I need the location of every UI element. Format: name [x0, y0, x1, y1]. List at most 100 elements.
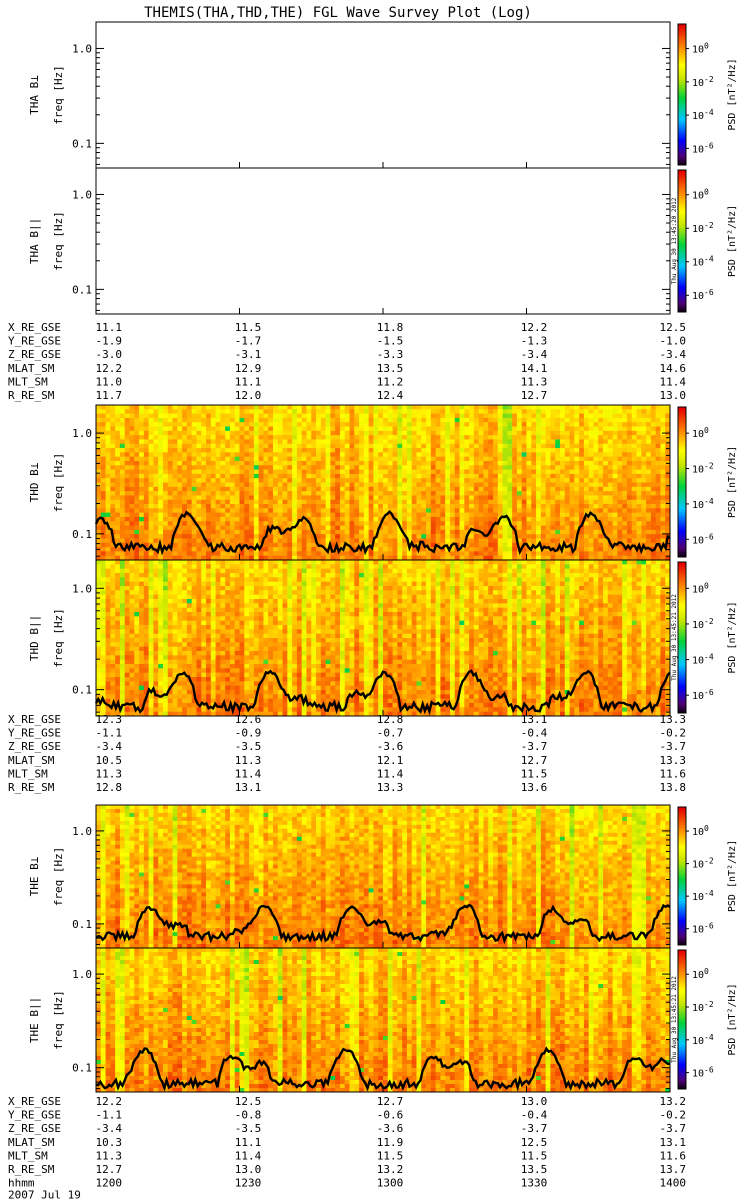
- spectrogram-cell: [320, 577, 326, 583]
- spectrogram-cell: [421, 516, 427, 522]
- spectrogram-cell: [253, 555, 260, 561]
- spectrogram-cell: [359, 525, 365, 531]
- spectrogram-cell: [579, 529, 585, 535]
- spectrogram-cell: [249, 486, 255, 492]
- spectrogram-cell: [110, 491, 116, 496]
- spectrogram-cell: [660, 417, 666, 423]
- spectrogram-cell: [411, 568, 417, 574]
- spectrogram-cell: [167, 551, 173, 557]
- spectrogram-cell: [368, 426, 374, 432]
- spectrogram-cell: [660, 521, 666, 526]
- spectrogram-cell: [363, 508, 370, 514]
- spectrogram-cell: [646, 542, 652, 548]
- spectrogram-cell: [445, 413, 451, 419]
- spectrogram-cell: [124, 473, 130, 479]
- spectrogram-cell: [234, 512, 240, 518]
- spectrogram-cell: [650, 512, 657, 518]
- spectrogram-cell: [306, 504, 312, 509]
- spectrogram-cell: [368, 482, 374, 488]
- spectrogram-cell: [186, 499, 193, 505]
- spectrogram-cell: [253, 426, 260, 432]
- spectrogram-cell: [397, 448, 403, 453]
- spectrogram-cell: [172, 542, 178, 548]
- spectrogram-cell: [612, 516, 618, 522]
- spectrogram-cell: [268, 422, 274, 427]
- spectrogram-cell: [287, 452, 293, 458]
- spectrogram-cell: [373, 465, 379, 470]
- spectrogram-cell: [531, 456, 537, 462]
- spectrogram-cell: [454, 499, 460, 505]
- spectrogram-cell: [139, 555, 145, 561]
- spectrogram-cell: [306, 555, 312, 561]
- spectrogram-cell: [435, 443, 441, 449]
- spectrogram-cell: [373, 482, 379, 488]
- spectrogram-cell: [665, 478, 671, 483]
- spectrogram-cell: [526, 452, 532, 458]
- spectrogram-cell: [402, 521, 408, 526]
- spectrogram-cell: [406, 452, 413, 458]
- spectrogram-cell: [277, 573, 283, 578]
- spectrogram-cell: [641, 568, 647, 574]
- spectrogram-cell: [330, 495, 336, 501]
- spectrogram-cell: [378, 417, 384, 423]
- spectrogram-cell: [153, 409, 159, 415]
- spectrogram-cell: [536, 560, 542, 565]
- spectrogram-cell: [206, 499, 212, 505]
- spectrogram-cell: [478, 534, 484, 539]
- spectrogram-cell: [416, 499, 422, 505]
- spectrogram-cell: [435, 564, 441, 570]
- spectrogram-cell: [177, 448, 183, 453]
- spectrogram-cell: [335, 435, 341, 440]
- spectrogram-cell: [660, 573, 666, 578]
- spectrogram-cell: [516, 564, 523, 570]
- spectrogram-cell: [478, 469, 484, 475]
- spectrogram-cell: [464, 456, 470, 462]
- spectrogram-cell: [421, 551, 427, 557]
- spectrogram-cell: [354, 435, 360, 440]
- spectrogram-cell: [177, 435, 183, 440]
- spectrogram-cell: [268, 534, 274, 539]
- spectrogram-cell: [186, 538, 193, 544]
- spectrogram-cell: [119, 422, 126, 427]
- spectrogram-cell: [239, 426, 245, 432]
- spectrogram-cell: [134, 542, 140, 548]
- spectrogram-cell: [134, 473, 140, 479]
- spectrogram-cell: [239, 491, 245, 496]
- spectrogram-cell: [134, 512, 140, 518]
- spectrogram-cell: [253, 409, 260, 415]
- spectrogram-cell: [277, 439, 283, 445]
- spectrogram-cell: [641, 456, 647, 462]
- spectrogram-cell: [344, 443, 350, 449]
- spectrogram-cell: [464, 439, 470, 445]
- spectrogram-cell: [402, 465, 408, 470]
- spectrogram-cell: [603, 452, 609, 458]
- spectrogram-cell: [603, 573, 609, 578]
- spectrogram-cell: [167, 538, 173, 544]
- spectrogram-cell: [483, 525, 489, 531]
- spectrogram-cell: [172, 430, 178, 436]
- spectrogram-cell: [512, 551, 518, 557]
- spectrogram-cell: [229, 534, 236, 539]
- spectrogram-cell: [363, 486, 370, 492]
- spectrogram-cell: [316, 448, 322, 453]
- spectrogram-cell: [148, 456, 154, 462]
- spectrogram-cell: [626, 465, 633, 470]
- spectrogram-cell: [392, 508, 398, 514]
- spectrogram-cell: [100, 413, 106, 419]
- spectrogram-cell: [153, 521, 159, 526]
- spectrogram-cell: [143, 516, 150, 522]
- spectrogram-cell: [655, 525, 661, 531]
- spectrogram-cell: [368, 486, 374, 492]
- spectrogram-cell: [622, 460, 628, 466]
- spectrogram-cell: [430, 417, 437, 423]
- spectrogram-cell: [196, 486, 202, 492]
- spectrogram-cell: [569, 504, 575, 509]
- spectrogram-cell: [287, 564, 293, 570]
- spectrogram-cell: [272, 435, 279, 440]
- spectrogram-cell: [373, 504, 379, 509]
- spectrogram-cell: [559, 439, 566, 445]
- spectrogram-cell: [215, 521, 221, 526]
- spectrogram-cell: [349, 430, 355, 436]
- spectrogram-cell: [287, 448, 293, 453]
- spectrogram-cell: [258, 512, 264, 518]
